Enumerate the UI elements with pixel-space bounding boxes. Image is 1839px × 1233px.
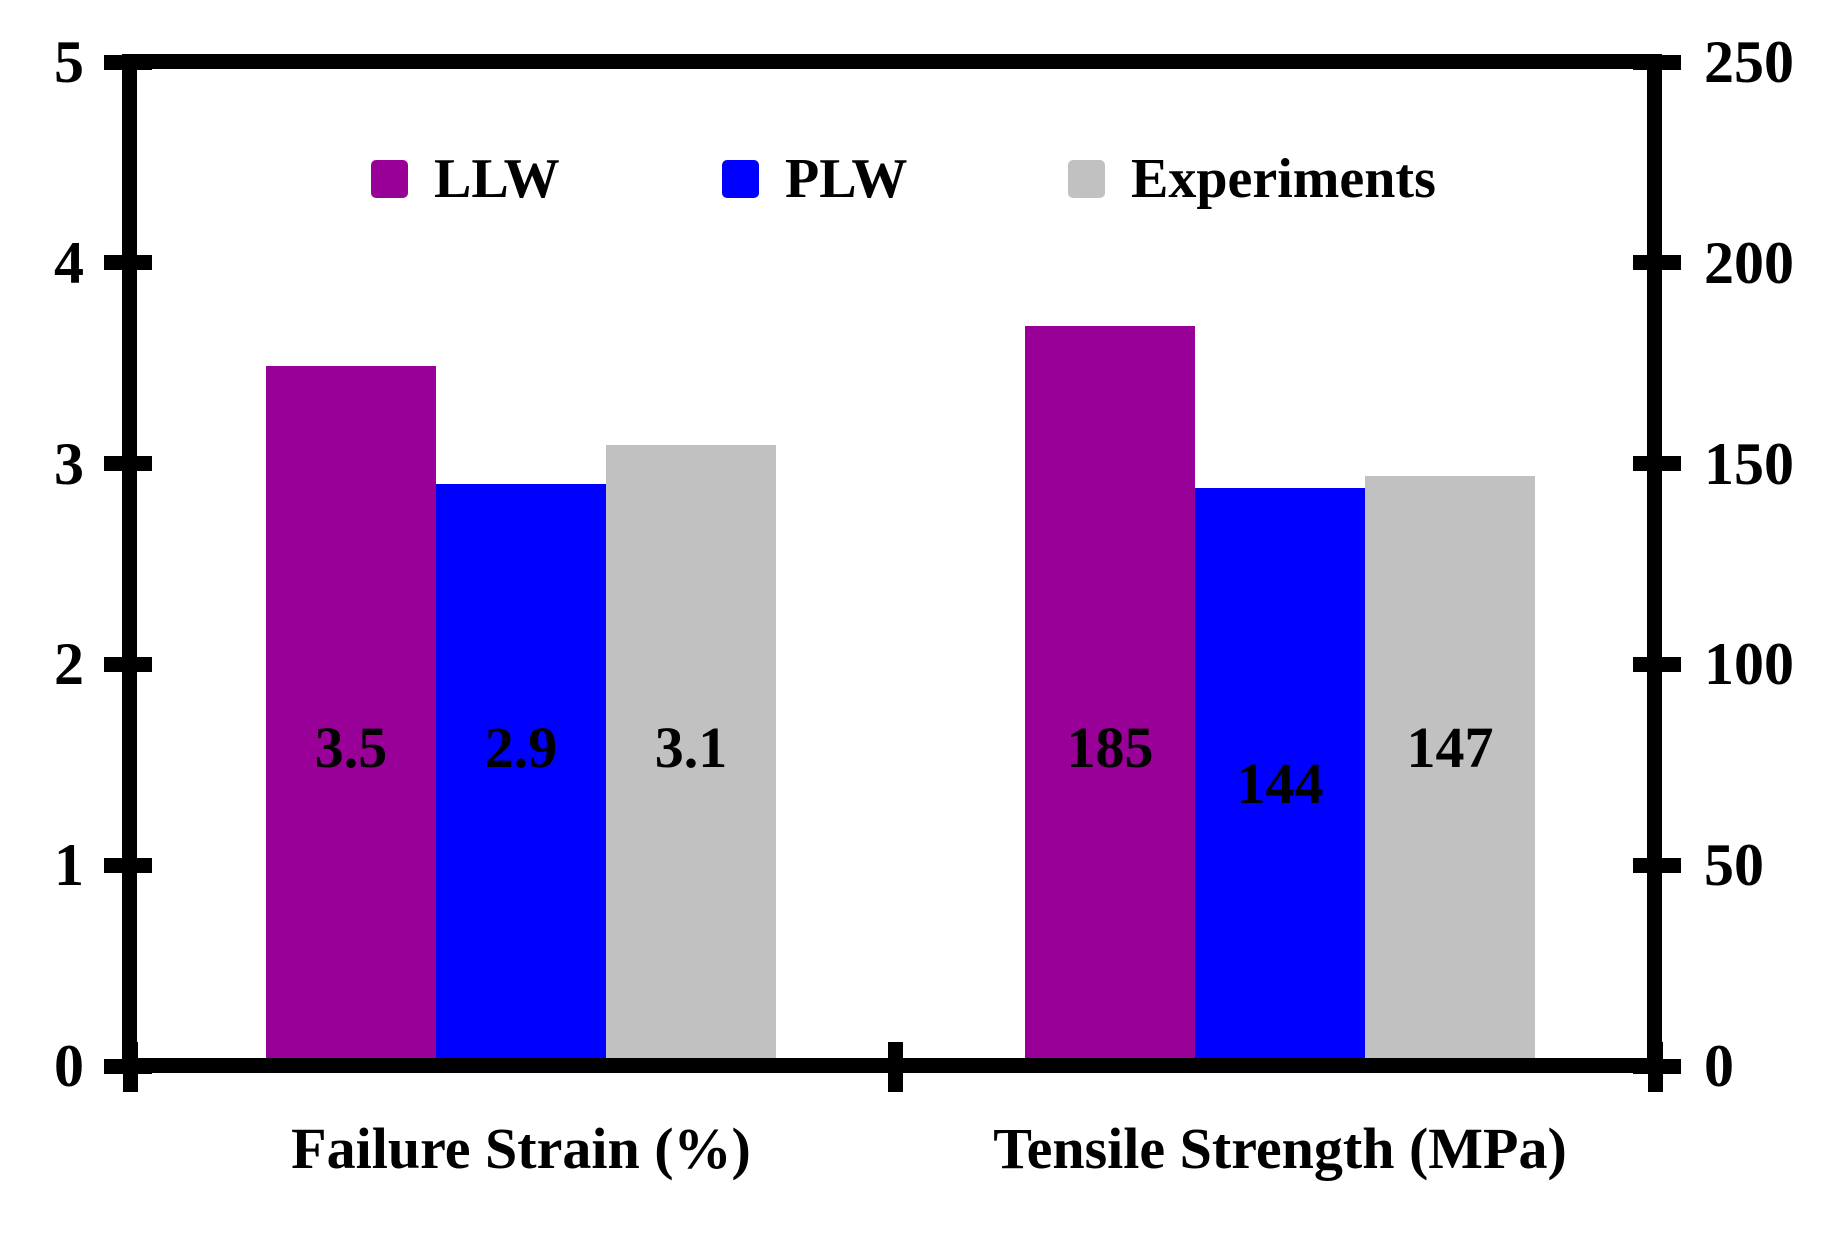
- right-axis-tick: [1633, 656, 1681, 672]
- bar-experiments-group1: [1365, 476, 1535, 1058]
- x-category-label-failure-strain: Failure Strain (%): [291, 1116, 751, 1181]
- legend-swatch-experiments: [1068, 160, 1105, 198]
- legend-label-llw: LLW: [434, 148, 560, 210]
- bar-value-label-llw-group0: 3.5: [314, 715, 388, 780]
- right-axis-tick: [1633, 255, 1681, 271]
- x-axis-tick: [887, 1042, 903, 1092]
- bar-value-label-llw-group1: 185: [1066, 715, 1154, 780]
- x-axis-tick: [1647, 1042, 1663, 1092]
- left-axis-tick: [104, 857, 152, 873]
- x-axis-tick: [122, 1042, 138, 1092]
- legend-item-plw: PLW: [722, 143, 907, 215]
- right-axis-tick: [1633, 456, 1681, 472]
- x-category-label-tensile-strength: Tensile Strength (MPa): [993, 1116, 1567, 1181]
- left-axis-tick-label: 3: [54, 430, 84, 497]
- right-axis-tick: [1633, 857, 1681, 873]
- bar-value-label-plw-group1: 144: [1236, 751, 1324, 816]
- left-axis-tick: [104, 54, 152, 70]
- bar-value-label-experiments-group1: 147: [1406, 715, 1494, 780]
- legend-swatch-llw: [371, 160, 408, 198]
- right-axis-tick-label: 150: [1704, 430, 1794, 497]
- plot-frame: [122, 54, 1662, 1073]
- right-axis-tick-label: 250: [1704, 29, 1794, 95]
- bar-value-label-experiments-group0: 3.1: [654, 715, 728, 780]
- bar-value-label-plw-group0: 2.9: [484, 715, 558, 780]
- bar-llw-group0: [266, 365, 436, 1058]
- left-axis-tick: [104, 656, 152, 672]
- bar-llw-group1: [1025, 326, 1195, 1058]
- legend-label-plw: PLW: [785, 148, 908, 210]
- bar-plw-group0: [436, 484, 606, 1058]
- left-axis-tick: [104, 456, 152, 472]
- legend-label-experiments: Experiments: [1131, 148, 1436, 210]
- left-axis-tick-label: 1: [54, 832, 84, 899]
- left-axis-tick-label: 2: [54, 631, 84, 698]
- left-axis-tick-label: 4: [54, 229, 84, 296]
- right-axis-tick-label: 200: [1704, 229, 1794, 296]
- bar-experiments-group0: [606, 444, 776, 1058]
- legend-item-llw: LLW: [371, 143, 560, 215]
- bar-plw-group1: [1195, 488, 1365, 1058]
- legend-item-experiments: Experiments: [1068, 143, 1436, 215]
- legend-swatch-plw: [722, 160, 759, 198]
- left-axis-tick-label: 5: [54, 29, 84, 95]
- left-axis-tick: [104, 255, 152, 271]
- right-axis-tick-label: 0: [1704, 1033, 1734, 1099]
- right-axis-tick: [1633, 54, 1681, 70]
- right-axis-tick-label: 50: [1704, 832, 1764, 899]
- left-axis-tick-label: 0: [54, 1033, 84, 1099]
- right-axis-tick-label: 100: [1704, 631, 1794, 698]
